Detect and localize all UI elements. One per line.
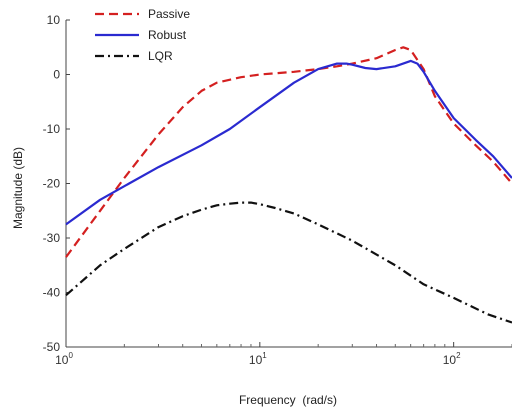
y-tick-label: -30	[43, 231, 61, 245]
x-tick-label: 100	[55, 351, 73, 367]
x-tick-label: 102	[443, 351, 461, 367]
x-axis-label: Frequency (rad/s)	[239, 393, 337, 407]
y-tick-label: -20	[43, 177, 61, 191]
y-tick-label: -50	[43, 340, 61, 354]
plot-series	[65, 46, 512, 324]
legend-label-lqr: LQR	[148, 49, 173, 63]
series-line-lqr	[65, 201, 512, 324]
legend: Passive Robust LQR	[95, 7, 190, 63]
y-tick-label: 10	[47, 13, 61, 27]
y-tick-label: 0	[53, 68, 60, 82]
series-line-passive	[65, 46, 512, 258]
y-tick-label: -10	[43, 122, 61, 136]
series-line-robust	[65, 59, 512, 226]
legend-label-robust: Robust	[148, 28, 187, 42]
x-tick-label: 101	[249, 351, 267, 367]
y-axis-label: Magnitude (dB)	[11, 147, 25, 229]
y-tick-label: -40	[43, 286, 61, 300]
legend-label-passive: Passive	[148, 7, 190, 21]
